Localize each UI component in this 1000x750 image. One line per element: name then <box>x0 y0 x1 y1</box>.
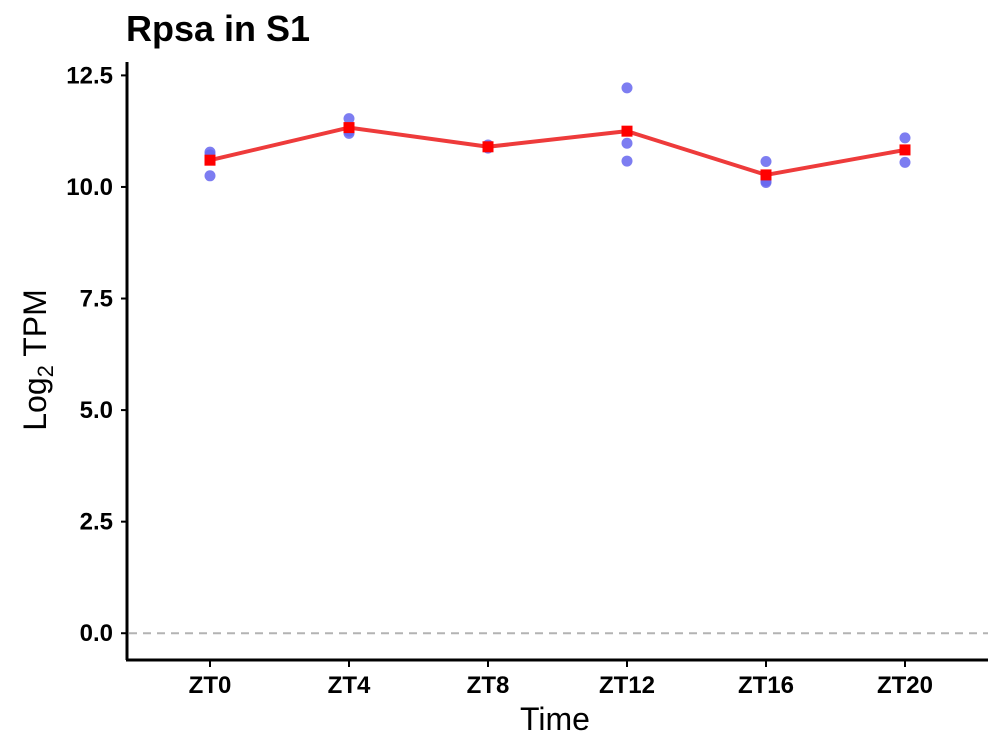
y-tick-label: 5.0 <box>80 397 113 424</box>
y-axis-title-subscript: 2 <box>33 365 58 377</box>
mean-line <box>209 125 906 177</box>
x-tick-label: ZT0 <box>189 672 232 699</box>
y-axis-ticks: 0.0 2.5 5.0 7.5 10.0 12.5 <box>66 62 127 647</box>
replicate-point <box>621 155 633 167</box>
mean-point <box>343 122 355 134</box>
replicate-point <box>621 82 633 94</box>
y-tick-label: 0.0 <box>80 620 113 647</box>
y-tick-label: 2.5 <box>80 509 113 536</box>
y-axis-title: Log2 TPM <box>17 289 58 431</box>
x-tick-label: ZT8 <box>467 672 510 699</box>
replicate-point <box>343 113 355 125</box>
y-axis-title-main: Log <box>17 377 53 430</box>
x-axis-ticks: ZT0 ZT4 ZT8 ZT12 ZT16 ZT20 <box>189 660 933 699</box>
y-tick-label: 12.5 <box>66 62 113 89</box>
replicate-point <box>204 170 216 182</box>
x-tick-label: ZT20 <box>877 672 933 699</box>
mean-point <box>760 169 772 181</box>
x-tick-label: ZT12 <box>599 672 655 699</box>
mean-point <box>204 154 216 166</box>
replicate-point <box>621 137 633 149</box>
y-tick-label: 7.5 <box>80 286 113 313</box>
chart-title: Rpsa in S1 <box>126 8 310 49</box>
replicate-point <box>899 132 911 144</box>
mean-point <box>621 125 633 137</box>
mean-point <box>482 141 494 153</box>
x-axis-title: Time <box>520 701 590 737</box>
y-tick-label: 10.0 <box>66 174 113 201</box>
mean-point <box>899 144 911 156</box>
replicate-point <box>760 156 772 168</box>
x-tick-label: ZT4 <box>328 672 371 699</box>
replicate-point <box>899 156 911 168</box>
mean-series <box>204 122 911 181</box>
x-tick-label: ZT16 <box>738 672 794 699</box>
y-axis-title-tail: TPM <box>17 289 53 365</box>
